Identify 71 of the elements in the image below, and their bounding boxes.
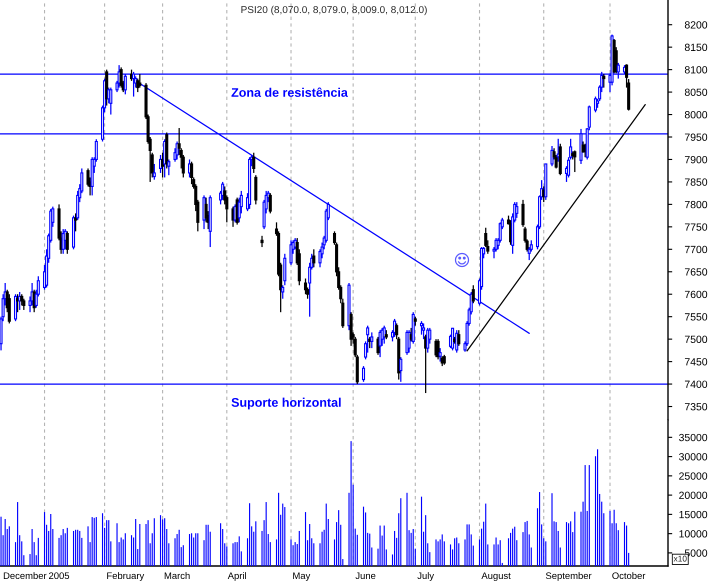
candlestick <box>109 86 112 116</box>
y-tick-label: 7500 <box>684 336 708 344</box>
candlestick <box>20 294 24 306</box>
x-tick-label: 2005 <box>49 572 70 580</box>
candlestick <box>515 202 518 218</box>
candlestick <box>368 336 372 349</box>
candlestick <box>8 294 11 324</box>
y-tick-label: 8200 <box>684 21 708 29</box>
candlestick <box>14 294 18 322</box>
x-tick-label: May <box>293 572 310 581</box>
x-tick-label: September <box>546 572 592 581</box>
y-tick-label: 7900 <box>684 156 708 164</box>
x-tick-label: March <box>164 572 190 580</box>
candlestick <box>152 163 156 180</box>
x-tick-label: April <box>228 572 246 581</box>
y-tick-label: 7550 <box>684 313 708 321</box>
candlestick <box>289 240 293 266</box>
y-tick-label: 25000 <box>679 472 708 480</box>
candlestick <box>120 66 123 88</box>
y-tick-label: 7400 <box>684 380 708 388</box>
candlestick <box>602 73 606 88</box>
ref-line-label: Suporte horizontal <box>231 398 341 410</box>
y-tick-label: 35000 <box>679 434 708 442</box>
candlestick <box>66 230 69 254</box>
y-tick-label: 8100 <box>684 66 708 74</box>
ref-line-label: Zona de resistência <box>232 87 348 97</box>
candlestick <box>472 284 475 304</box>
x-tick-label: June <box>355 572 376 580</box>
candlestick <box>268 192 272 214</box>
candlestick <box>254 174 258 206</box>
y-tick-label: 7450 <box>684 358 708 366</box>
y-tick-label: 7750 <box>684 223 708 231</box>
y-tick-label: 7350 <box>684 403 708 410</box>
candlestick <box>281 284 284 300</box>
text: x10 <box>674 556 687 562</box>
candlestick <box>556 138 560 162</box>
x-tick-label: July <box>417 572 434 581</box>
candlestick <box>167 158 170 176</box>
candlestick <box>283 253 286 286</box>
candlestick <box>442 354 446 366</box>
candlestick <box>312 248 316 268</box>
x-tick-label: October <box>612 572 646 580</box>
y-tick-label: 7800 <box>684 200 708 208</box>
candlestick <box>260 235 264 248</box>
candlestick <box>420 320 424 336</box>
y-tick-label: 7600 <box>684 290 708 298</box>
y-tick-label: 15000 <box>679 510 708 518</box>
y-tick-label: 7650 <box>684 268 708 276</box>
candlestick <box>457 330 460 347</box>
candlestick <box>304 278 308 295</box>
y-tick-label: 8150 <box>684 44 708 52</box>
x-tick-label: August <box>481 572 511 581</box>
candlestick <box>426 327 430 354</box>
candlestick <box>438 348 442 362</box>
candlestick <box>521 199 525 228</box>
y-tick-label: 7950 <box>684 134 708 141</box>
x-tick-label: December <box>4 572 46 580</box>
y-tick-label: 30000 <box>679 453 708 460</box>
y-tick-label: 7850 <box>684 178 708 186</box>
y-tick-label: 8050 <box>684 88 708 96</box>
y-tick-label: 10000 <box>679 530 708 538</box>
candlestick <box>138 73 142 88</box>
x-tick-label: February <box>107 572 144 581</box>
y-tick-label: 7700 <box>684 246 708 254</box>
text: PSI20 (8,070.0, 8,079.0, 8,009.0, 8,012.0) <box>241 6 427 16</box>
y-tick-label: 8000 <box>684 111 708 118</box>
y-tick-label: 20000 <box>679 492 708 499</box>
candlestick <box>190 161 194 185</box>
candlestick <box>136 78 140 93</box>
candlestick <box>64 228 67 250</box>
candlestick <box>22 298 26 311</box>
